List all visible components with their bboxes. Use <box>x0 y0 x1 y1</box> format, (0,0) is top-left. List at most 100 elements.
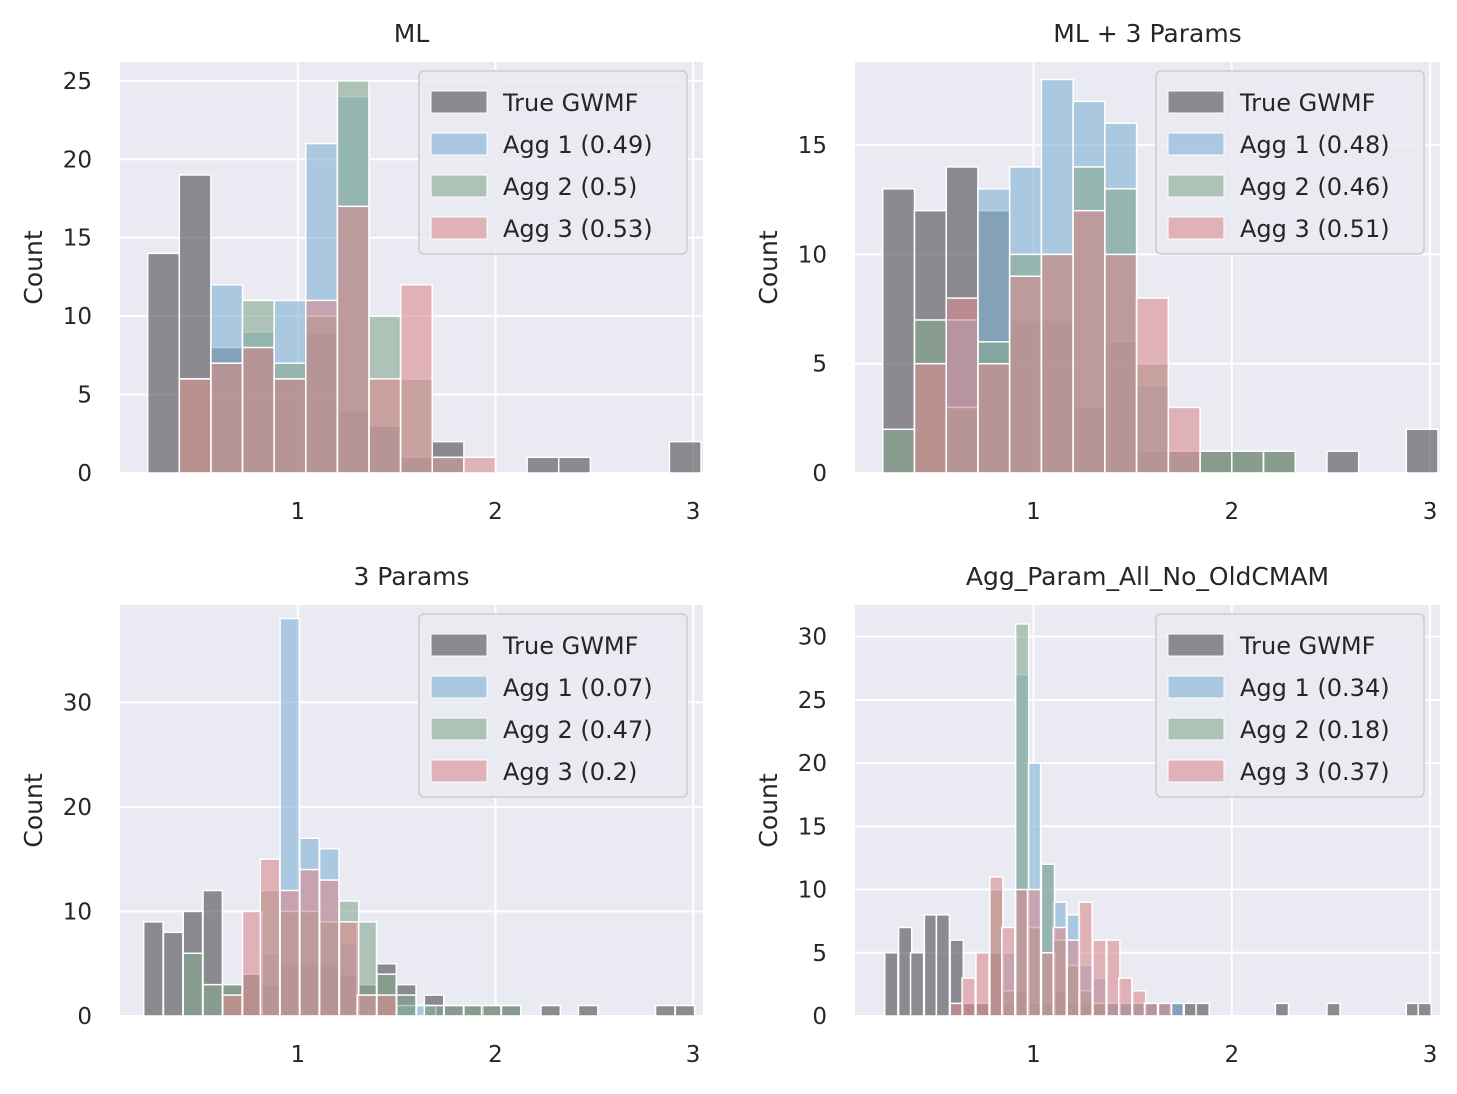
legend-swatch-agg-1 <box>1167 675 1225 699</box>
x-tick-label: 1 <box>1026 1042 1041 1068</box>
bar-agg-3 <box>1157 1002 1173 1017</box>
panel-title: ML + 3 Params <box>1053 19 1241 48</box>
bar-agg-3 <box>1131 989 1147 1017</box>
legend-label-agg-2: Agg 2 (0.46) <box>1240 173 1390 201</box>
legend-label-true-gwmf: True GWMF <box>502 632 638 660</box>
panel-4: 0 5 10 15 20 25 30 1 2 3 Agg_Param_All_No_OldCMAM C… <box>754 562 1440 1068</box>
y-tick-label: 0 <box>812 1004 827 1030</box>
bar-agg-3 <box>1040 253 1074 474</box>
y-tick-label: 20 <box>798 751 827 777</box>
bar-agg-3 <box>1092 939 1107 1017</box>
bar-agg-3 <box>356 994 378 1017</box>
x-tick-label: 2 <box>1224 499 1239 525</box>
legend-label-true-gwmf: True GWMF <box>502 89 638 117</box>
y-tick-label: 30 <box>798 625 827 651</box>
y-tick-label: 15 <box>798 133 827 159</box>
legend-swatch-agg-3 <box>430 216 488 240</box>
bar-true-gwmf <box>526 456 560 474</box>
bar-true-gwmf <box>668 440 702 474</box>
bar-agg-3 <box>913 362 947 474</box>
y-axis-label: Count <box>754 773 783 847</box>
bar-agg-2 <box>1262 450 1296 474</box>
bar-agg-3 <box>338 921 360 1017</box>
bar-agg-3 <box>1008 275 1043 474</box>
x-tick-label: 3 <box>686 499 701 525</box>
bar-agg-2 <box>500 1004 522 1017</box>
bar-agg-3 <box>241 910 263 1017</box>
legend-swatch-true-gwmf <box>430 633 488 657</box>
legend-label-agg-1: Agg 1 (0.49) <box>503 131 653 159</box>
legend: True GWMF Agg 1 (0.48) Agg 2 (0.46) Agg 3 (… <box>1155 70 1425 255</box>
series-agg-3 <box>913 209 1201 474</box>
bar-true-gwmf <box>654 1004 676 1017</box>
panel-1: 0 5 10 15 20 25 1 2 3 ML Count True GWMF Agg 1 (0.49… <box>19 19 703 525</box>
bar-agg-3 <box>279 889 301 1017</box>
legend-label-true-gwmf: True GWMF <box>1239 89 1375 117</box>
bar-agg-3 <box>273 378 307 474</box>
bar-agg-3 <box>210 362 244 474</box>
y-axis-label: Count <box>19 773 48 847</box>
bar-agg-3 <box>1135 297 1170 474</box>
y-tick-label: 10 <box>798 242 827 268</box>
bar-true-gwmf <box>923 914 939 1017</box>
bar-true-gwmf <box>1326 450 1360 474</box>
bar-true-gwmf <box>883 952 899 1017</box>
bar-agg-3 <box>1143 1002 1159 1017</box>
legend-box <box>1155 70 1425 255</box>
panel-title: Agg_Param_All_No_OldCMAM <box>966 562 1329 591</box>
x-tick-label: 3 <box>1423 1042 1438 1068</box>
legend-box <box>418 613 688 798</box>
bar-agg-3 <box>318 879 340 1017</box>
bar-agg-3 <box>431 456 465 474</box>
bar-true-gwmf <box>1195 1002 1210 1017</box>
y-tick-label: 20 <box>63 147 92 173</box>
panel-title: 3 Params <box>353 562 469 591</box>
bar-agg-3 <box>241 346 275 474</box>
legend-label-agg-1: Agg 1 (0.48) <box>1240 131 1390 159</box>
bar-agg-3 <box>399 284 434 474</box>
legend-label-agg-3: Agg 3 (0.2) <box>503 758 637 786</box>
legend: True GWMF Agg 1 (0.07) Agg 2 (0.47) Agg 3 (… <box>418 613 688 798</box>
bar-agg-3 <box>305 299 339 474</box>
x-tick-label: 3 <box>1423 499 1438 525</box>
bar-agg-2 <box>182 952 204 1017</box>
bar-agg-3 <box>945 297 979 474</box>
bar-true-gwmf <box>577 1004 599 1017</box>
bar-agg-3 <box>1078 901 1093 1017</box>
legend-swatch-agg-3 <box>1167 759 1225 783</box>
legend-swatch-true-gwmf <box>1167 90 1225 114</box>
legend-label-agg-3: Agg 3 (0.51) <box>1240 215 1390 243</box>
legend-swatch-agg-2 <box>1167 717 1225 741</box>
bar-agg-2 <box>480 1004 502 1017</box>
bar-agg-3 <box>1052 926 1068 1017</box>
panel-2: 0 5 10 15 1 2 3 ML + 3 Params Count True GWMF Agg … <box>754 19 1440 525</box>
bar-agg-3 <box>949 1002 965 1017</box>
legend-swatch-agg-2 <box>1167 174 1225 198</box>
legend-label-agg-1: Agg 1 (0.34) <box>1240 674 1390 702</box>
bar-agg-2 <box>882 428 916 474</box>
panel-3: 0 10 20 30 1 2 3 3 Params Count True GWMF Agg 1 (0… <box>19 562 703 1068</box>
bar-agg-3 <box>463 456 497 474</box>
bar-agg-3 <box>961 977 976 1017</box>
y-axis-label: Count <box>754 230 783 304</box>
legend-swatch-agg-2 <box>430 174 488 198</box>
bar-agg-2 <box>395 994 417 1017</box>
x-tick-label: 2 <box>488 499 503 525</box>
bar-true-gwmf <box>909 952 925 1017</box>
legend-label-agg-2: Agg 2 (0.47) <box>503 716 653 744</box>
bar-true-gwmf <box>146 252 181 474</box>
legend-label-agg-3: Agg 3 (0.37) <box>1240 758 1390 786</box>
bar-agg-3 <box>989 876 1004 1017</box>
legend-swatch-agg-2 <box>430 717 488 741</box>
series-agg-3 <box>178 205 497 474</box>
bar-true-gwmf <box>674 1004 696 1017</box>
bar-true-gwmf <box>1405 1002 1421 1017</box>
bar-agg-3 <box>336 205 370 474</box>
bar-true-gwmf <box>935 914 951 1017</box>
x-tick-label: 1 <box>1026 499 1041 525</box>
bar-agg-3 <box>1066 939 1082 1017</box>
legend-label-agg-1: Agg 1 (0.07) <box>503 674 653 702</box>
bar-true-gwmf <box>557 456 592 474</box>
x-tick-label: 2 <box>488 1042 503 1068</box>
